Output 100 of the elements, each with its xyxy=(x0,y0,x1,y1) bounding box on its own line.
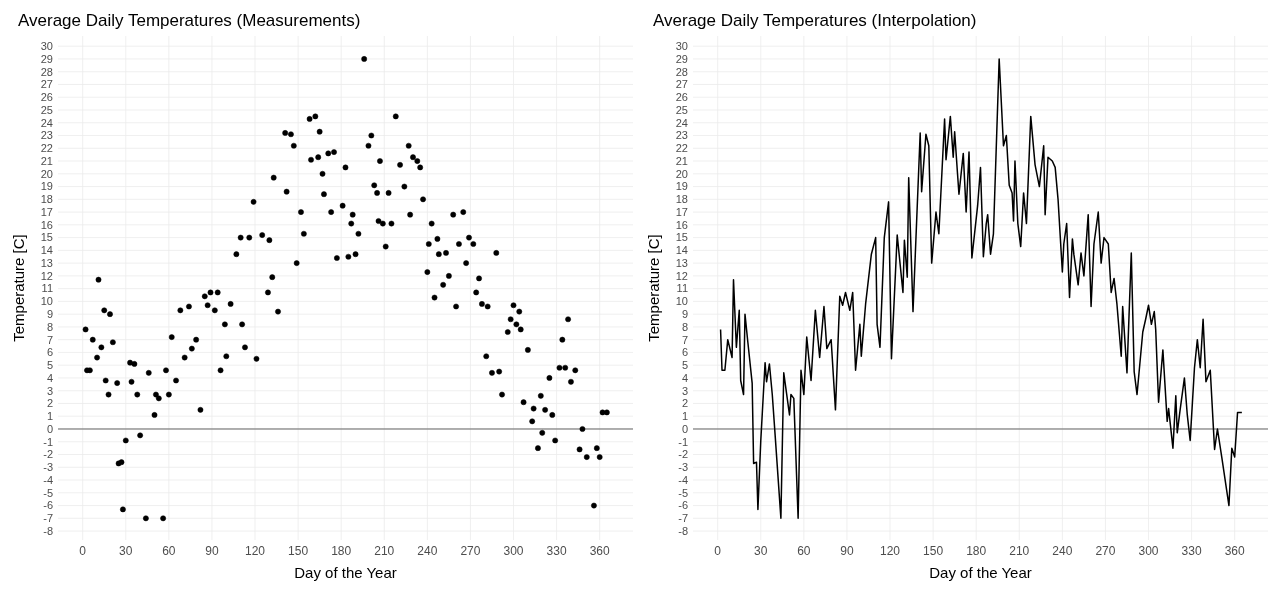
y-tick-label: 11 xyxy=(676,282,688,295)
y-tick-label: 13 xyxy=(675,256,688,269)
y-tick-label: 18 xyxy=(675,193,688,206)
y-tick-label: 7 xyxy=(681,333,688,346)
y-tick-label: 9 xyxy=(46,308,53,321)
x-tick-label: 120 xyxy=(245,544,266,558)
y-tick-label: 26 xyxy=(675,91,688,104)
y-tick-label: 14 xyxy=(40,244,53,257)
y-tick-label: 0 xyxy=(681,422,688,435)
y-tick-label: 7 xyxy=(46,333,53,346)
chart-title: Average Daily Temperatures (Measurements) xyxy=(18,11,361,30)
y-tick-label: -1 xyxy=(43,435,53,448)
y-tick-label: 9 xyxy=(681,308,688,321)
y-tick-label: 20 xyxy=(675,167,688,180)
x-axis-title: Day of the Year xyxy=(294,564,397,581)
x-tick-label: 150 xyxy=(288,544,309,558)
x-tick-label: 90 xyxy=(840,544,854,558)
y-tick-label: 29 xyxy=(40,52,53,65)
x-tick-label: 210 xyxy=(1009,544,1030,558)
y-tick-label: 30 xyxy=(40,40,53,53)
x-tick-label: 120 xyxy=(880,544,901,558)
y-tick-label: 22 xyxy=(40,142,53,155)
y-tick-label: 1 xyxy=(46,410,53,423)
x-tick-label: 60 xyxy=(797,544,811,558)
y-tick-label: 15 xyxy=(40,231,53,244)
y-tick-label: 27 xyxy=(675,78,688,91)
y-tick-label: -2 xyxy=(43,448,53,461)
x-tick-label: 300 xyxy=(1138,544,1159,558)
y-tick-label: 6 xyxy=(681,346,688,359)
y-tick-label: 10 xyxy=(40,295,53,308)
y-tick-label: 22 xyxy=(675,142,688,155)
x-tick-label: 360 xyxy=(589,544,611,558)
y-tick-label: -7 xyxy=(43,512,53,525)
y-tick-label: -3 xyxy=(43,461,53,474)
x-tick-label: 90 xyxy=(205,544,219,558)
y-tick-label: 21 xyxy=(40,154,53,167)
y-tick-label: 25 xyxy=(675,103,688,116)
y-tick-label: 19 xyxy=(40,180,53,193)
y-tick-label: 25 xyxy=(40,103,53,116)
y-tick-label: 17 xyxy=(675,205,688,218)
y-tick-label: 23 xyxy=(40,129,53,142)
y-tick-label: 24 xyxy=(675,116,688,129)
y-tick-label: -8 xyxy=(43,524,53,537)
chart-title: Average Daily Temperatures (Interpolation) xyxy=(653,11,977,30)
y-tick-label: -8 xyxy=(678,524,688,537)
x-tick-label: 360 xyxy=(1224,544,1246,558)
x-tick-label: 30 xyxy=(754,544,768,558)
y-tick-label: 5 xyxy=(681,359,688,372)
y-tick-label: 3 xyxy=(46,384,53,397)
x-tick-label: 240 xyxy=(1052,544,1073,558)
x-tick-label: 0 xyxy=(79,544,87,558)
y-tick-label: 4 xyxy=(46,371,53,384)
y-tick-label: 8 xyxy=(681,320,688,333)
y-tick-label: 14 xyxy=(675,244,688,257)
y-tick-label: -2 xyxy=(678,448,688,461)
y-tick-label: 13 xyxy=(40,256,53,269)
x-tick-label: 30 xyxy=(119,544,133,558)
y-tick-label: 27 xyxy=(40,78,53,91)
y-tick-label: 19 xyxy=(675,180,688,193)
y-tick-label: -4 xyxy=(43,473,53,486)
y-tick-label: -5 xyxy=(43,486,53,499)
y-tick-label: 16 xyxy=(675,218,688,231)
x-tick-label: 180 xyxy=(966,544,987,558)
y-tick-label: 1 xyxy=(681,410,688,423)
y-tick-label: 3 xyxy=(681,384,688,397)
y-tick-label: 16 xyxy=(40,218,53,231)
y-tick-label: -6 xyxy=(43,499,53,512)
y-tick-label: 2 xyxy=(46,397,53,410)
x-tick-label: 270 xyxy=(1095,544,1116,558)
y-tick-label: -6 xyxy=(678,499,688,512)
y-tick-label: 12 xyxy=(40,269,53,282)
y-tick-label: 20 xyxy=(40,167,53,180)
y-tick-label: 18 xyxy=(40,193,53,206)
x-tick-label: 330 xyxy=(546,544,567,558)
y-tick-label: 2 xyxy=(681,397,688,410)
y-axis-title: Temperature [C] xyxy=(645,234,662,342)
y-tick-label: 15 xyxy=(675,231,688,244)
y-tick-label: 21 xyxy=(675,154,688,167)
y-tick-label: 8 xyxy=(46,320,53,333)
x-axis-title: Day of the Year xyxy=(929,564,1032,581)
y-tick-label: -5 xyxy=(678,486,688,499)
y-tick-label: 30 xyxy=(675,40,688,53)
y-tick-label: 10 xyxy=(675,295,688,308)
y-tick-label: 12 xyxy=(675,269,688,282)
y-tick-label: 24 xyxy=(40,116,53,129)
x-tick-label: 150 xyxy=(923,544,944,558)
x-tick-label: 240 xyxy=(417,544,438,558)
x-tick-label: 180 xyxy=(331,544,352,558)
x-tick-label: 0 xyxy=(714,544,722,558)
y-tick-label: 29 xyxy=(675,52,688,65)
y-tick-label: 5 xyxy=(46,359,53,372)
y-tick-label: 17 xyxy=(40,205,53,218)
y-tick-label: 28 xyxy=(675,65,688,78)
x-tick-label: 300 xyxy=(503,544,524,558)
y-tick-label: -1 xyxy=(678,435,688,448)
y-tick-label: -4 xyxy=(678,473,688,486)
x-tick-label: 330 xyxy=(1181,544,1202,558)
x-tick-label: 60 xyxy=(162,544,176,558)
y-tick-label: 6 xyxy=(46,346,53,359)
y-tick-label: 11 xyxy=(41,282,53,295)
